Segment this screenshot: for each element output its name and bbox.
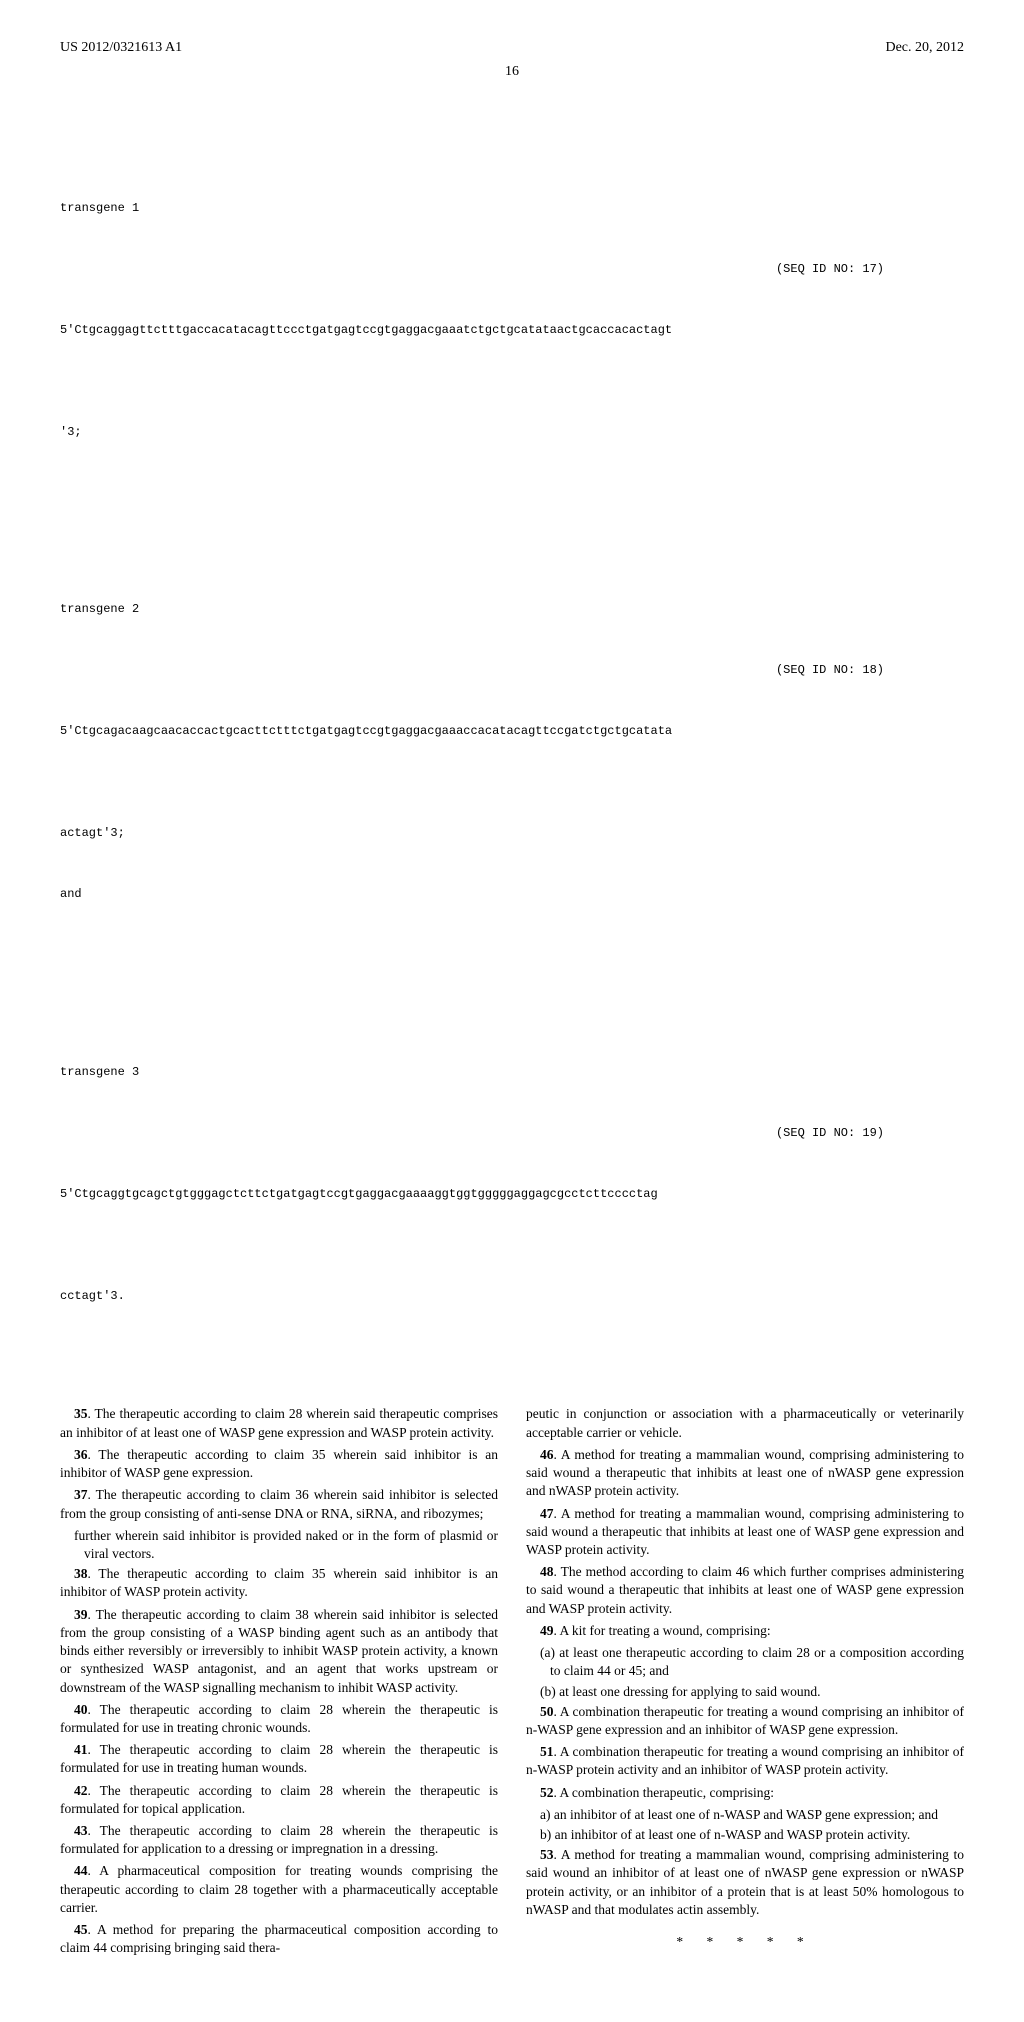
transgene-1-sequence: 5'Ctgcaggagttctttgaccacatacagttccctgatga… — [60, 320, 964, 340]
claim-52a: a) an inhibitor of at least one of n-WAS… — [526, 1806, 964, 1824]
page-number: 16 — [60, 64, 964, 80]
claim-38: 38. The therapeutic according to claim 3… — [60, 1565, 498, 1601]
claim-42: 42. The therapeutic according to claim 2… — [60, 1782, 498, 1818]
transgene-3-block: transgene 3 (SEQ ID NO: 19) 5'Ctgcaggtgc… — [60, 1021, 964, 1347]
claim-46: 46. A method for treating a mammalian wo… — [526, 1446, 964, 1501]
claim-45-cont: peutic in conjunction or association wit… — [526, 1405, 964, 1441]
claims-columns: 35. The therapeutic according to claim 2… — [60, 1405, 964, 1961]
claim-41: 41. The therapeutic according to claim 2… — [60, 1741, 498, 1777]
transgene-2-sequence: 5'Ctgcagacaagcaacaccactgcacttctttctgatga… — [60, 721, 964, 741]
claim-48: 48. The method according to claim 46 whi… — [526, 1563, 964, 1618]
page-header: US 2012/0321613 A1 Dec. 20, 2012 — [60, 40, 964, 56]
seq-id-19: (SEQ ID NO: 19) — [60, 1123, 964, 1143]
transgene-2-label: transgene 2 — [60, 599, 964, 619]
transgene-2-and: and — [60, 884, 964, 904]
claim-37-sub: further wherein said inhibitor is provid… — [60, 1527, 498, 1563]
claim-36: 36. The therapeutic according to claim 3… — [60, 1446, 498, 1482]
claim-52b: b) an inhibitor of at least one of n-WAS… — [526, 1826, 964, 1844]
transgene-1-label: transgene 1 — [60, 198, 964, 218]
left-column: 35. The therapeutic according to claim 2… — [60, 1405, 498, 1961]
claim-50: 50. A combination therapeutic for treati… — [526, 1703, 964, 1739]
claim-49b: (b) at least one dressing for applying t… — [526, 1683, 964, 1701]
claim-44: 44. A pharmaceutical composition for tre… — [60, 1862, 498, 1917]
transgene-3-end: cctagt'3. — [60, 1286, 964, 1306]
claim-49: 49. A kit for treating a wound, comprisi… — [526, 1622, 964, 1640]
claim-45: 45. A method for preparing the pharmaceu… — [60, 1921, 498, 1957]
claim-51: 51. A combination therapeutic for treati… — [526, 1743, 964, 1779]
claim-43: 43. The therapeutic according to claim 2… — [60, 1822, 498, 1858]
claim-37: 37. The therapeutic according to claim 3… — [60, 1486, 498, 1522]
claim-52: 52. A combination therapeutic, comprisin… — [526, 1784, 964, 1802]
transgene-3-sequence: 5'Ctgcaggtgcagctgtgggagctcttctgatgagtccg… — [60, 1184, 964, 1204]
claim-40: 40. The therapeutic according to claim 2… — [60, 1701, 498, 1737]
transgene-2-end: actagt'3; — [60, 823, 964, 843]
transgene-2-block: transgene 2 (SEQ ID NO: 18) 5'Ctgcagacaa… — [60, 558, 964, 945]
claim-49a: (a) at least one therapeutic according t… — [526, 1644, 964, 1680]
claim-39: 39. The therapeutic according to claim 3… — [60, 1606, 498, 1697]
end-stars: * * * * * — [526, 1933, 964, 1951]
claim-35: 35. The therapeutic according to claim 2… — [60, 1405, 498, 1441]
right-column: peutic in conjunction or association wit… — [526, 1405, 964, 1961]
publication-date: Dec. 20, 2012 — [885, 40, 964, 56]
claim-47: 47. A method for treating a mammalian wo… — [526, 1505, 964, 1560]
sequence-section: transgene 1 (SEQ ID NO: 17) 5'Ctgcaggagt… — [60, 116, 964, 1381]
transgene-1-end: '3; — [60, 422, 964, 442]
publication-number: US 2012/0321613 A1 — [60, 40, 182, 56]
transgene-3-label: transgene 3 — [60, 1062, 964, 1082]
claim-53: 53. A method for treating a mammalian wo… — [526, 1846, 964, 1919]
seq-id-18: (SEQ ID NO: 18) — [60, 660, 964, 680]
seq-id-17: (SEQ ID NO: 17) — [60, 259, 964, 279]
transgene-1-block: transgene 1 (SEQ ID NO: 17) 5'Ctgcaggagt… — [60, 157, 964, 483]
